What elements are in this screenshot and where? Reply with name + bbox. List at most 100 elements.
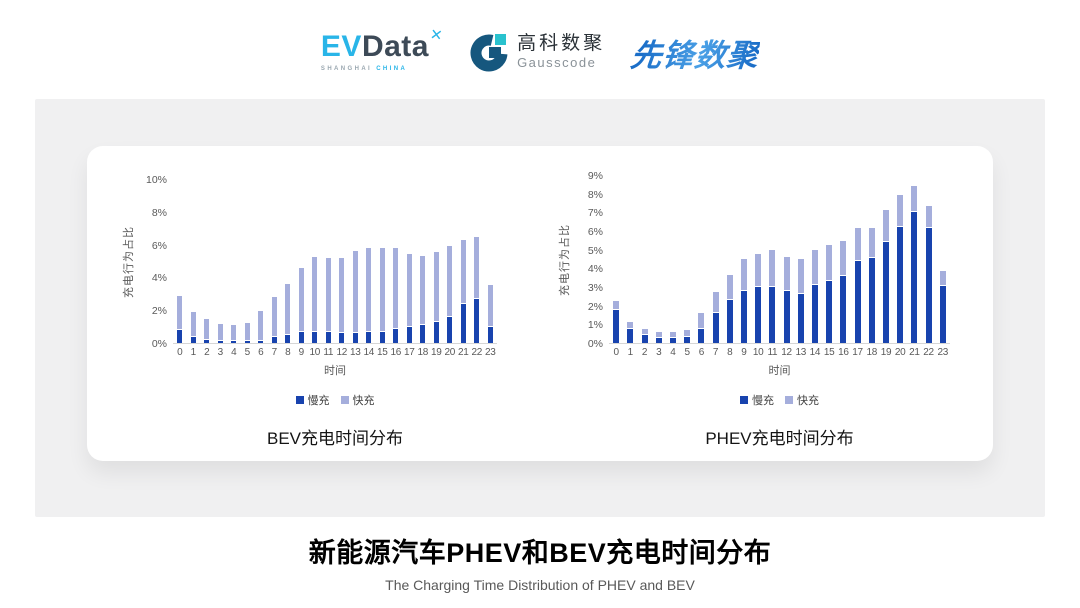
x-tick-label: 10 bbox=[309, 347, 321, 358]
legend-swatch-icon bbox=[785, 396, 793, 404]
legend-item-快充: 快充 bbox=[785, 392, 819, 408]
bar-segment-快充 bbox=[312, 257, 318, 332]
stacked-bar-hour-16 bbox=[393, 248, 399, 343]
chart-title: PHEV充电时间分布 bbox=[705, 429, 854, 448]
bar-segment-快充 bbox=[698, 313, 705, 329]
evdata-logo: EV Data ✕ SHANGHAI CHINA bbox=[320, 26, 444, 72]
gausscode-g-icon bbox=[470, 34, 508, 72]
stacked-bar-hour-7 bbox=[712, 292, 719, 343]
bar-segment-慢充 bbox=[783, 291, 790, 343]
x-tick-label: 2 bbox=[641, 347, 648, 358]
bar-segment-快充 bbox=[271, 297, 277, 337]
bar-segment-快充 bbox=[447, 246, 453, 317]
legend-label: 快充 bbox=[797, 395, 819, 407]
x-tick-label: 4 bbox=[231, 347, 237, 358]
stacked-bar-hour-9 bbox=[740, 259, 747, 343]
evdata-tagline: SHANGHAI CHINA bbox=[320, 66, 408, 72]
stacked-bar-hour-17 bbox=[406, 254, 412, 343]
legend-label: 慢充 bbox=[752, 395, 774, 407]
bar-segment-慢充 bbox=[684, 337, 691, 343]
x-tick-label: 1 bbox=[627, 347, 634, 358]
bar-segment-慢充 bbox=[366, 332, 372, 343]
chart-title: BEV充电时间分布 bbox=[266, 429, 404, 448]
bar-segment-快充 bbox=[925, 206, 932, 228]
y-tick-label: 6% bbox=[151, 239, 167, 252]
bar-segment-快充 bbox=[669, 332, 676, 338]
bar-segment-快充 bbox=[868, 228, 875, 258]
bar-segment-快充 bbox=[217, 324, 223, 341]
bar-segment-慢充 bbox=[740, 291, 747, 343]
bar-segment-慢充 bbox=[231, 341, 237, 343]
bar-segment-慢充 bbox=[826, 281, 833, 343]
x-tick-label: 12 bbox=[336, 347, 348, 358]
bar-segment-快充 bbox=[204, 319, 210, 340]
bar-segment-快充 bbox=[627, 322, 634, 329]
bar-segment-慢充 bbox=[271, 337, 277, 343]
stacked-bar-hour-2 bbox=[204, 319, 210, 343]
x-tick-label: 8 bbox=[727, 347, 733, 358]
stacked-bar-hour-13 bbox=[797, 259, 804, 343]
bar-segment-慢充 bbox=[840, 276, 847, 343]
bar-segment-慢充 bbox=[854, 261, 861, 343]
y-tick-label: 2% bbox=[151, 305, 167, 318]
bar-segment-慢充 bbox=[339, 333, 345, 343]
x-tick-label: 21 bbox=[457, 347, 469, 358]
x-tick-label: 11 bbox=[323, 347, 334, 358]
x-tick-label: 9 bbox=[298, 347, 305, 358]
bar-segment-慢充 bbox=[655, 338, 662, 343]
bar-segment-快充 bbox=[258, 311, 264, 341]
stacked-bar-hour-2 bbox=[641, 329, 648, 343]
stacked-bar-hour-15 bbox=[826, 245, 833, 343]
stacked-bar-hour-1 bbox=[190, 312, 196, 343]
bar-segment-快充 bbox=[911, 186, 918, 212]
stacked-bar-hour-5 bbox=[244, 323, 250, 343]
bar-segment-慢充 bbox=[244, 341, 250, 343]
bar-segment-快充 bbox=[352, 251, 358, 333]
legend-swatch-icon bbox=[295, 396, 304, 404]
bar-segment-慢充 bbox=[669, 338, 676, 343]
bar-segment-慢充 bbox=[797, 294, 804, 343]
evdata-data-text: Data bbox=[361, 30, 429, 63]
bar-segment-快充 bbox=[712, 292, 719, 313]
chart-legend: 慢充 快充 bbox=[556, 392, 950, 408]
stacked-bar-hour-22 bbox=[474, 237, 480, 343]
bar-segment-慢充 bbox=[811, 285, 818, 343]
stacked-bar-hour-18 bbox=[420, 256, 426, 343]
stacked-bar-hour-10 bbox=[312, 257, 318, 343]
bar-segment-慢充 bbox=[925, 228, 932, 343]
y-tick-label: 9% bbox=[587, 170, 603, 182]
x-axis-title: 时间 bbox=[324, 365, 346, 377]
stacked-bar-hour-21 bbox=[911, 186, 918, 343]
bar-segment-快充 bbox=[897, 195, 904, 227]
bar-segment-慢充 bbox=[258, 341, 264, 343]
x-tick-label: 2 bbox=[204, 347, 210, 358]
plot-area-row: 充电行为占比 0% 1% 2% 3% 4% 5% 6% 7% 8% 9% bbox=[556, 170, 950, 350]
stacked-bar-hour-7 bbox=[271, 297, 277, 343]
bar-segment-快充 bbox=[366, 248, 372, 332]
stacked-bar-hour-14 bbox=[366, 248, 372, 343]
stacked-bar-hour-20 bbox=[447, 246, 453, 343]
x-tick-label: 17 bbox=[852, 347, 863, 358]
bar-segment-快充 bbox=[797, 259, 804, 294]
stacked-bar-hour-15 bbox=[379, 248, 385, 343]
x-tick-label: 14 bbox=[363, 347, 375, 358]
x-tick-label: 4 bbox=[670, 347, 676, 358]
stacked-bar-hour-0 bbox=[177, 296, 183, 343]
bar-segment-慢充 bbox=[769, 287, 776, 343]
bar-segment-快充 bbox=[939, 271, 946, 286]
y-tick-label: 2% bbox=[587, 300, 603, 313]
bar-segment-快充 bbox=[474, 237, 480, 299]
stacked-bar-hour-4 bbox=[669, 332, 676, 343]
stacked-bar-hour-13 bbox=[352, 251, 358, 343]
bar-segment-慢充 bbox=[190, 337, 196, 343]
bar-segment-快充 bbox=[285, 284, 291, 335]
bar-segment-快充 bbox=[840, 241, 847, 276]
x-tick-label: 11 bbox=[767, 347, 778, 358]
bar-segment-慢充 bbox=[474, 299, 480, 343]
stacked-bar-hour-4 bbox=[231, 325, 237, 343]
x-tick-label: 15 bbox=[823, 347, 835, 358]
y-axis-title: 充电行为占比 bbox=[558, 224, 571, 296]
gausscode-cn-text: 高科数聚 bbox=[517, 33, 606, 55]
evdata-wordmark: EV Data ✕ bbox=[321, 26, 444, 63]
bar-segment-快充 bbox=[433, 252, 439, 322]
